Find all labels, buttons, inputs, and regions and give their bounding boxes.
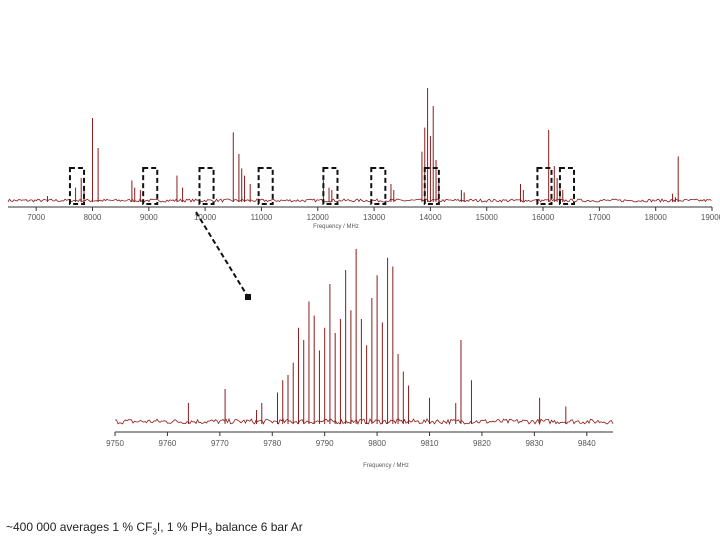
x-tick-label: 16000 (532, 213, 555, 222)
x-tick-label: 9000 (140, 213, 158, 222)
caption-text: ~400 000 averages 1 % CF3I, 1 % PH3 bala… (6, 520, 303, 537)
x-tick-label: 9830 (525, 439, 543, 448)
x-tick-label: 7000 (27, 213, 45, 222)
x-tick-label: 9760 (159, 439, 177, 448)
zoom-region-box (322, 167, 339, 205)
zoom-region-box (423, 167, 440, 205)
x-tick-label: 17000 (588, 213, 611, 222)
x-tick-label: 9820 (473, 439, 491, 448)
x-tick-label: 19000 (701, 213, 720, 222)
zoom-region-box (370, 167, 387, 205)
x-tick-label: 9790 (316, 439, 334, 448)
x-tick-label: 11000 (251, 213, 273, 222)
baseline-noise (7, 198, 712, 203)
overview-x-axis-label: Frequency / MHz (313, 224, 359, 230)
x-tick-label: 18000 (645, 213, 668, 222)
zoom-region-box (198, 167, 215, 205)
x-tick-label: 9840 (578, 439, 596, 448)
connector-line (195, 211, 249, 298)
x-tick-label: 9800 (368, 439, 386, 448)
x-tick-label: 12000 (307, 213, 330, 222)
x-tick-label: 9770 (211, 439, 229, 448)
zoom-connector-arrow (195, 211, 251, 300)
zoom-region-box (257, 167, 274, 205)
x-tick-label: 15000 (476, 213, 499, 222)
baseline-noise (114, 417, 614, 426)
x-tick-label: 10000 (194, 213, 217, 222)
zoom-region-box (142, 167, 159, 205)
zoom-region-box (536, 167, 553, 205)
x-tick-label: 13000 (363, 213, 386, 222)
zoom-region-box (68, 167, 86, 205)
overview-spectrum: 7000 8000 9000 10000 11000 12000 13000 14000 150… (7, 88, 720, 222)
x-tick-label: 9750 (106, 439, 124, 448)
x-tick-label: 9810 (421, 439, 439, 448)
x-tick-label: 9780 (263, 439, 281, 448)
connector-arrowhead (245, 294, 251, 300)
zoomed-spectrum: 9750 9760 9770 9780 9790 9800 9810 9820 9830 9840 (106, 249, 614, 448)
x-tick-label: 14000 (419, 213, 442, 222)
x-tick-label: 8000 (84, 213, 102, 222)
zoomed-x-axis-label: Frequency / MHz (363, 463, 409, 469)
zoom-region-box (558, 167, 576, 205)
